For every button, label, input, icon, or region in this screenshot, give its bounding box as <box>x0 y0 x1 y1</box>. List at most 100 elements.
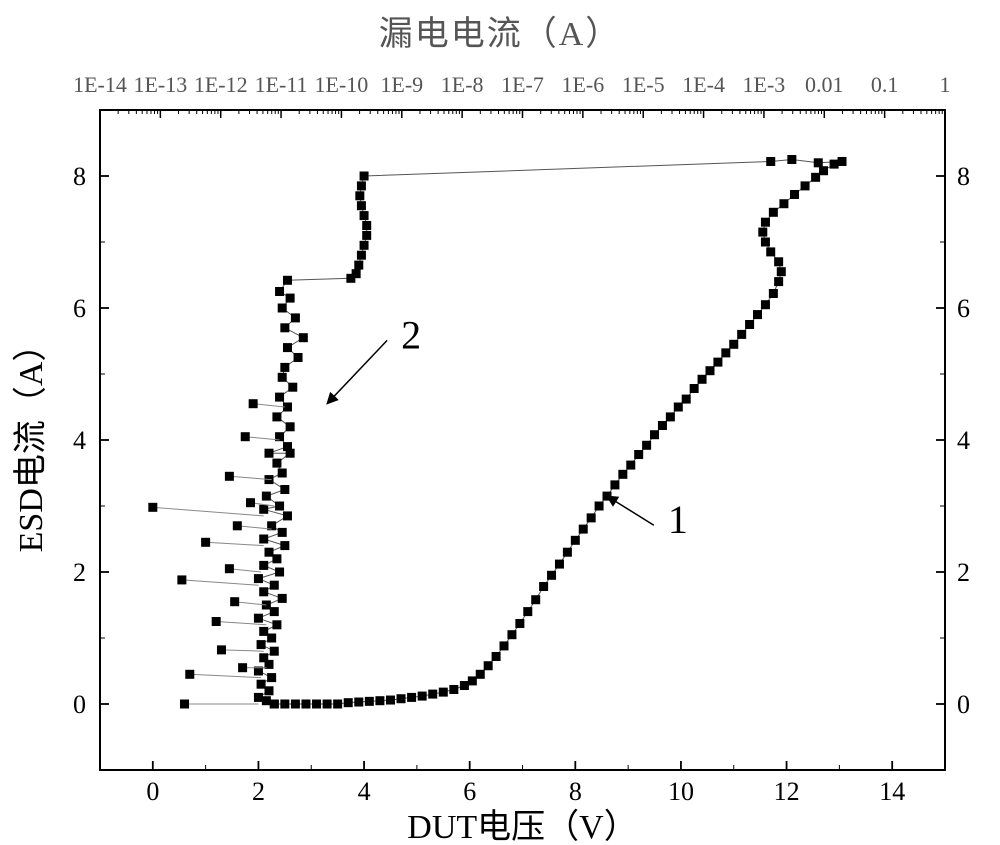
annotation-label: 1 <box>668 497 688 542</box>
data-marker <box>819 166 828 175</box>
data-marker <box>357 181 366 190</box>
data-marker <box>698 375 707 384</box>
data-marker <box>801 181 810 190</box>
data-marker <box>666 412 675 421</box>
data-marker <box>257 680 266 689</box>
top-tick-label: 1E-12 <box>194 72 248 97</box>
data-marker <box>230 597 239 606</box>
data-marker <box>249 399 258 408</box>
data-marker <box>286 449 295 458</box>
top-tick-label: 1 <box>940 72 951 97</box>
top-tick-label: 1E-6 <box>561 72 604 97</box>
data-marker <box>753 310 762 319</box>
data-marker <box>729 340 738 349</box>
data-marker <box>357 251 366 260</box>
data-marker <box>270 647 279 656</box>
data-marker <box>745 320 754 329</box>
x-tick-label: 4 <box>358 777 371 806</box>
data-marker <box>272 620 281 629</box>
data-marker <box>312 700 321 709</box>
data-marker <box>278 594 287 603</box>
data-marker <box>579 525 588 534</box>
data-marker <box>333 700 342 709</box>
data-marker <box>595 502 604 511</box>
data-marker <box>547 571 556 580</box>
data-marker <box>838 157 847 166</box>
data-marker <box>830 160 839 169</box>
data-marker <box>238 663 247 672</box>
top-tick-label: 1E-14 <box>73 72 127 97</box>
data-marker <box>563 548 572 557</box>
data-marker <box>280 541 289 550</box>
outlier-line <box>237 526 271 529</box>
data-marker <box>283 276 292 285</box>
data-marker <box>779 199 788 208</box>
data-marker <box>185 670 194 679</box>
data-marker <box>233 521 242 530</box>
y-tick-label: 2 <box>73 558 86 587</box>
data-marker <box>201 538 210 547</box>
data-marker <box>634 450 643 459</box>
top-tick-label: 1E-5 <box>622 72 665 97</box>
data-marker <box>555 560 564 569</box>
data-marker <box>365 697 374 706</box>
data-marker <box>272 459 281 468</box>
data-marker <box>777 267 786 276</box>
data-marker <box>787 155 796 164</box>
data-marker <box>375 696 384 705</box>
x-tick-label: 6 <box>463 777 476 806</box>
top-tick-label: 0.1 <box>871 72 899 97</box>
data-marker <box>259 627 268 636</box>
top-tick-label: 1E-10 <box>315 72 369 97</box>
outlier-line <box>153 507 264 516</box>
y-axis-title: ESD电流（A） <box>12 328 50 553</box>
data-marker <box>257 640 266 649</box>
top-tick-label: 1E-3 <box>743 72 786 97</box>
y-tick-label: 6 <box>73 294 86 323</box>
data-marker <box>690 384 699 393</box>
data-marker <box>254 574 263 583</box>
y2-tick-label: 6 <box>957 294 970 323</box>
x-tick-label: 8 <box>569 777 582 806</box>
data-marker <box>721 348 730 357</box>
data-marker <box>354 698 363 707</box>
data-marker <box>262 492 271 501</box>
x-tick-label: 12 <box>774 777 800 806</box>
data-marker <box>291 313 300 322</box>
data-marker <box>355 191 364 200</box>
data-marker <box>362 221 371 230</box>
data-marker <box>507 630 516 639</box>
data-marker <box>766 157 775 166</box>
data-marker <box>737 330 746 339</box>
scatter-chart: 1E-141E-131E-121E-111E-101E-91E-81E-71E-… <box>0 0 1000 845</box>
data-marker <box>360 211 369 220</box>
data-marker <box>766 247 775 256</box>
outlier-line <box>229 569 261 572</box>
data-marker <box>642 441 651 450</box>
data-marker <box>291 700 300 709</box>
plot-frame <box>100 110 945 770</box>
series-line-curve1 <box>258 160 842 705</box>
data-marker <box>761 238 770 247</box>
annotation-arrow <box>327 340 387 403</box>
data-marker <box>761 300 770 309</box>
data-marker <box>346 274 355 283</box>
data-marker <box>275 502 284 511</box>
data-marker <box>259 561 268 570</box>
data-marker <box>407 693 416 702</box>
top-tick-label: 1E-11 <box>255 72 308 97</box>
data-marker <box>148 503 157 512</box>
y-tick-label: 0 <box>73 690 86 719</box>
data-marker <box>225 472 234 481</box>
data-marker <box>357 201 366 210</box>
data-marker <box>286 422 295 431</box>
data-marker <box>439 688 448 697</box>
data-marker <box>259 587 268 596</box>
annotation-label: 2 <box>401 312 421 357</box>
data-marker <box>468 676 477 685</box>
top-tick-label: 1E-13 <box>133 72 187 97</box>
data-marker <box>278 528 287 537</box>
data-marker <box>492 652 501 661</box>
x-tick-label: 10 <box>668 777 694 806</box>
data-marker <box>259 535 268 544</box>
